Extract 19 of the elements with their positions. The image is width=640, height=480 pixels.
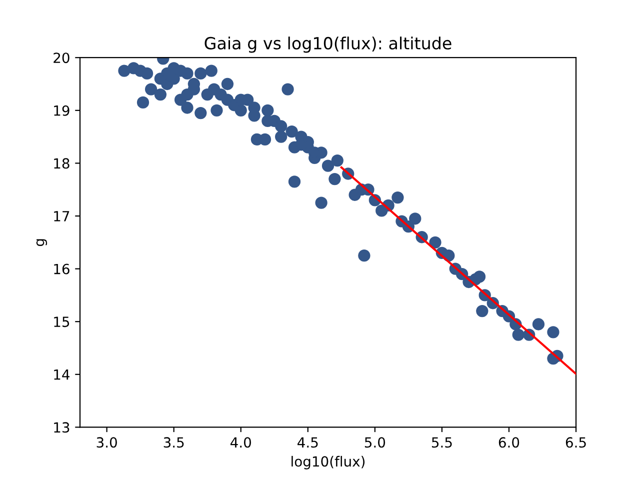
y-tick-label: 14 <box>54 370 70 380</box>
chart-title: Gaia g vs log10(flux): altitude <box>204 36 452 53</box>
y-tick-label: 17 <box>54 211 70 222</box>
x-tick-label: 5.0 <box>364 437 386 448</box>
x-tick-label: 3.0 <box>96 437 117 448</box>
y-tick-label: 19 <box>54 105 70 116</box>
x-tick-label: 6.0 <box>498 437 520 448</box>
x-tick-label: 4.5 <box>298 437 318 448</box>
x-axis-title: log10(flux) <box>292 456 365 470</box>
y-tick-label: 20 <box>54 52 70 64</box>
x-tick-label: 4.0 <box>230 437 251 448</box>
y-tick-label: 13 <box>54 422 70 433</box>
y-axis-title: g <box>36 239 48 246</box>
x-tick-label: 5.5 <box>432 437 452 448</box>
y-tick-label: 15 <box>54 316 70 328</box>
y-tick-label: 18 <box>54 158 70 169</box>
x-tick-label: 3.5 <box>164 437 184 448</box>
y-tick-label: 16 <box>54 264 70 274</box>
x-tick-label: 6.5 <box>566 437 586 448</box>
